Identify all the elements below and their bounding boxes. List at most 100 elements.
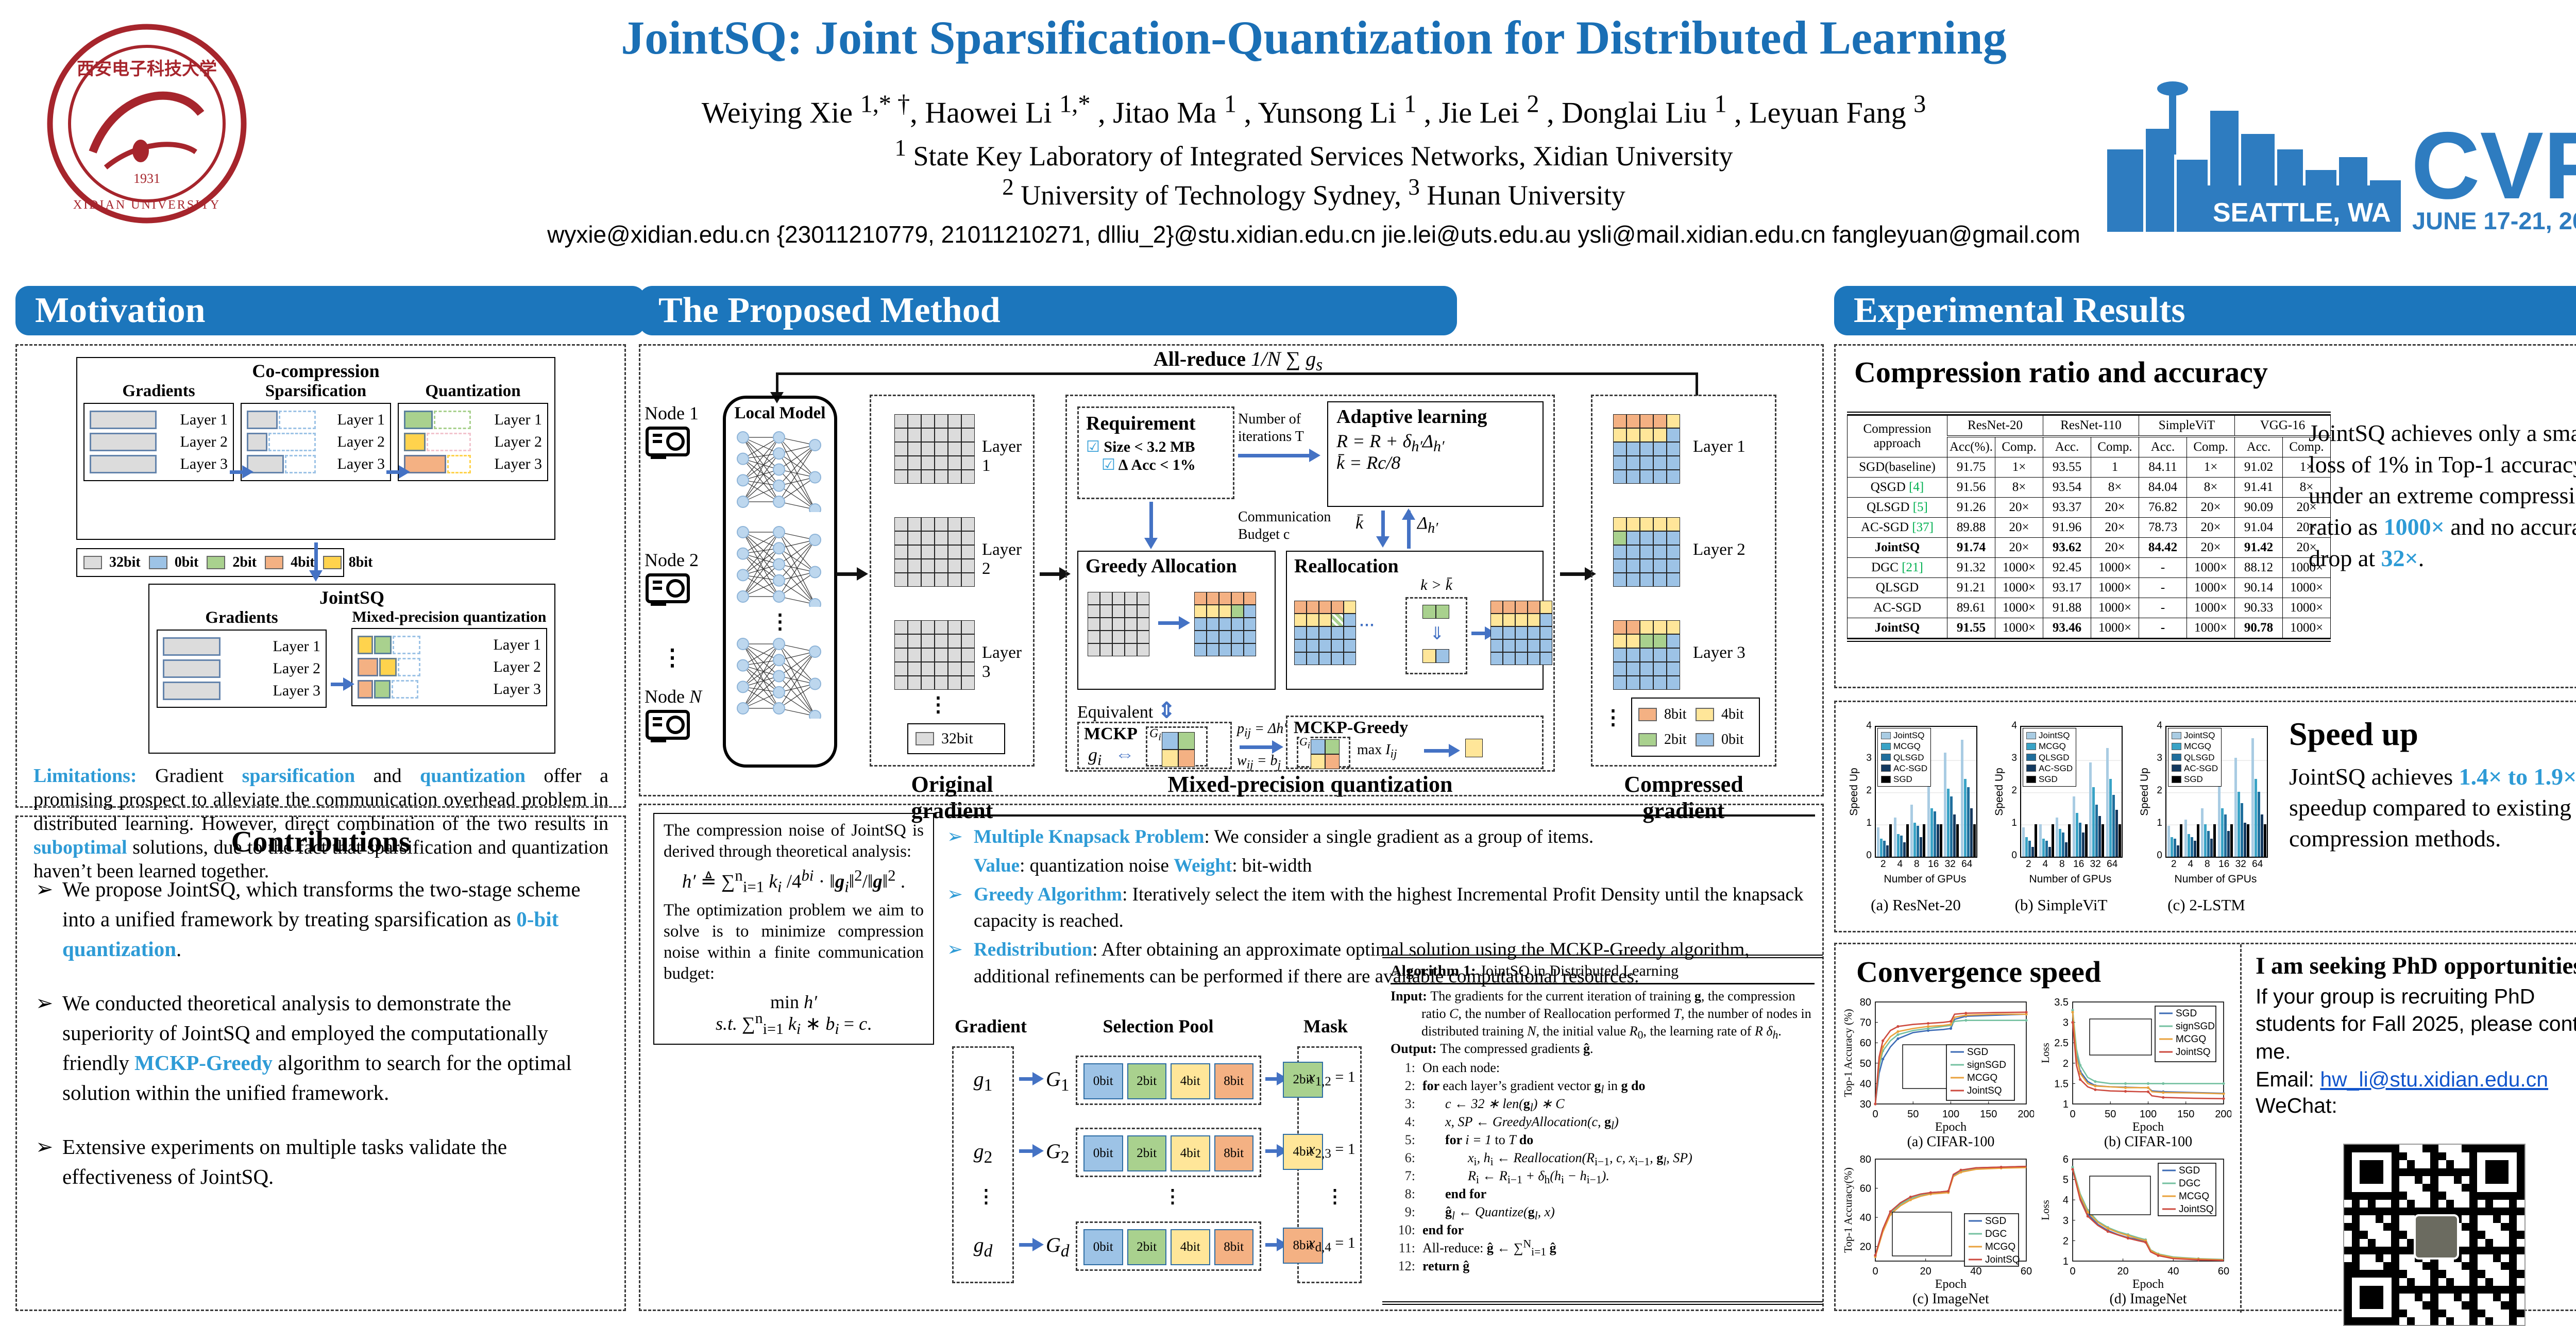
- svg-text:SGD: SGD: [2179, 1165, 2200, 1176]
- gradient-grid: [1422, 649, 1449, 663]
- svg-text:DGC: DGC: [2179, 1178, 2200, 1189]
- maxI-label: max Iij: [1357, 742, 1397, 761]
- gradient-grid: [1294, 601, 1356, 665]
- requirement-box: Requirement ☑ Size < 3.2 MB ☑ Δ Acc < 1%: [1077, 406, 1234, 499]
- delta-label: Δh′: [1417, 514, 1438, 536]
- gradient-column-box: [952, 1046, 1014, 1283]
- svg-text:2.5: 2.5: [2054, 1038, 2069, 1049]
- layer-label: Layer 2: [1693, 540, 1745, 559]
- svg-text:80: 80: [1860, 997, 1871, 1008]
- results-accuracy-box: Compression ratio and accuracy Compressi…: [1834, 344, 2576, 688]
- emails: wyxie@xidian.edu.cn {23011210779, 210112…: [547, 221, 2080, 248]
- selection-pool-row: 0bit 2bit 4bit 8bit: [1076, 1221, 1261, 1271]
- contributions-box: Contributions ➢ We propose JointSQ, which…: [15, 815, 626, 1311]
- svg-text:4: 4: [2063, 1195, 2069, 1206]
- section-header-motivation: Motivation: [15, 286, 646, 335]
- convergence-title: Convergence speed: [1856, 955, 2102, 989]
- algorithm-input: Input: The gradients for the current ite…: [1391, 989, 1811, 1042]
- min-formula: min h′: [770, 991, 817, 1012]
- mixed-precision-label: Mixed-precision quantization: [1167, 772, 1453, 797]
- greedy-allocation-box: Greedy Allocation: [1077, 551, 1276, 690]
- svg-text:0: 0: [2070, 1266, 2075, 1277]
- contribution-bullet-2: ➢ We conducted theoretical analysis to de…: [36, 991, 572, 1105]
- phd-title: I am seeking PhD opportunities: [2256, 953, 2576, 979]
- arrow-sparsify: [230, 465, 253, 479]
- budget-label: Communication Budget c: [1238, 509, 1331, 542]
- svg-text:60: 60: [1860, 1038, 1871, 1049]
- compressed-dots: ⋮: [1603, 706, 1623, 729]
- jointsq-col-gradients: Gradients Layer 1 Layer 2 Layer 3: [157, 608, 327, 708]
- cocompression-col-gradients: Gradients Layer 1 Layer 2 Layer 3: [83, 382, 234, 481]
- accuracy-note: JointSQ achieves only a small loss of 1%…: [2309, 420, 2576, 571]
- results-convergence-box: Convergence speed 0 50 100 150 200 30 40 50 60 70…: [1834, 943, 2576, 1326]
- table-row: AC-SGD [37] 89.88 20× 91.96 20× 78.73 20× 91.04…: [1847, 517, 2331, 538]
- mixed-precision-box: Requirement ☑ Size < 3.2 MB ☑ Δ Acc < 1%…: [1065, 395, 1555, 772]
- gradient-grid: [1162, 732, 1195, 767]
- iterations-label: Number of iterations T: [1238, 411, 1304, 445]
- compressed-gradient-box: Layer 1 Layer 2 Layer 3 ⋮ 8bit 4bit 2bit 0b…: [1591, 395, 1776, 767]
- svg-text:XIDIAN UNIVERSITY: XIDIAN UNIVERSITY: [73, 198, 221, 212]
- section-header-method: The Proposed Method: [639, 286, 1457, 335]
- local-model-dots: ⋮: [770, 610, 790, 633]
- svg-text:Epoch: Epoch: [1935, 1278, 1967, 1291]
- wij-label: wij = bj: [1237, 753, 1281, 772]
- divider: [2240, 944, 2242, 1313]
- phd-email-line: Email: hw_li@stu.xidian.edu.cn: [2256, 1067, 2549, 1091]
- selection-pool-diagram: Gradient Selection Pool Mask g1 G1 0bit 2bi…: [947, 1015, 1364, 1304]
- arrow-delta-up: [1407, 511, 1411, 549]
- svg-text:50: 50: [1907, 1109, 1919, 1120]
- allreduce-label: All-reduce 1/N ∑ gs: [1094, 347, 1382, 373]
- svg-text:Epoch: Epoch: [2132, 1278, 2164, 1291]
- mckp-box: MCKP gi ⇔ Gi: [1077, 722, 1232, 769]
- line-chart-cifar100-acc: 0 50 100 150 200 30 40 50 60 70 80 SGD signSGD MCGQ Jo…: [1842, 996, 2035, 1153]
- jointsq-col-mixed: Mixed-precision quantization Layer 1 Laye…: [351, 608, 547, 708]
- kgk-label: k > k̄: [1420, 576, 1452, 593]
- phd-line: If your group is recruiting PhD students…: [2256, 984, 2576, 1063]
- contribution-bullet-3: ➢ Extensive experiments on multiple tasks…: [36, 1134, 507, 1188]
- svg-text:3: 3: [2063, 1017, 2069, 1029]
- local-model-title: Local Model: [734, 404, 826, 422]
- svg-text:SGD: SGD: [2176, 1008, 2197, 1019]
- svg-text:20: 20: [1860, 1242, 1871, 1253]
- arrow-model-to-grad: [836, 567, 868, 581]
- svg-text:西安电子科技大学: 西安电子科技大学: [77, 59, 217, 79]
- results-table: Compression approach ResNet-20 ResNet-110 S…: [1847, 412, 2331, 642]
- svg-text:signSGD: signSGD: [1967, 1060, 2006, 1070]
- node-2: Node 2: [645, 549, 722, 610]
- arrow-grad-to-mixed: [1040, 567, 1071, 581]
- results-speedup-box: Speed Up 0 1 2 3 4 2 4 8 16 32 64 JointSQ MCGQ QLSGD AC…: [1834, 701, 2576, 932]
- svg-text:60: 60: [1860, 1183, 1871, 1195]
- svg-text:0: 0: [1872, 1266, 1878, 1277]
- bit-legend: 32bit 0bit 2bit 4bit 8bit: [76, 548, 372, 577]
- gradient-grid: [894, 414, 975, 484]
- gradient-grid: [1422, 605, 1449, 619]
- table-row: AC-SGD 89.61 1000× 91.88 1000× -1000× 90.33 100…: [1847, 598, 2331, 618]
- gradient-grid: [1194, 592, 1256, 656]
- algorithm-title: Algorithm 1: JointSQ in Distributed Lear…: [1391, 962, 1815, 984]
- speedup-title: Speed up: [2289, 716, 2418, 752]
- svg-text:JointSQ: JointSQ: [1985, 1254, 2020, 1265]
- mckp-bullets: ➢ Multiple Knapsack Problem: We consider …: [947, 814, 1815, 990]
- svg-text:70: 70: [1860, 1017, 1871, 1029]
- svg-text:Loss: Loss: [2041, 1200, 2052, 1220]
- reallocation-box: Reallocation k > k̄ ⋯ ⇓: [1286, 551, 1552, 690]
- algorithm-box: Algorithm 1: JointSQ in Distributed Lear…: [1382, 955, 1823, 1305]
- table-row: QSGD [4] 91.56 8× 93.54 8× 84.04 8× 91.41 8×: [1847, 477, 2331, 498]
- table-row: QLSGD [5] 91.26 20× 93.37 20× 76.82 20× 90.09 20…: [1847, 497, 2331, 518]
- mckp-greedy-box: MCKP-Greedy Gi max Iij: [1286, 716, 1544, 769]
- svg-text:40: 40: [1970, 1266, 1981, 1277]
- cocompression-title: Co-compression: [252, 361, 380, 381]
- noise-p1: The compression noise of JointSQ is deri…: [664, 821, 924, 861]
- bar-chart-resnet20: Speed Up 0 1 2 3 4 2 4 8 16 32 64 JointSQ MCGQ QLSGD AC…: [1845, 708, 1987, 925]
- gpu-icon: [646, 427, 690, 459]
- svg-text:3.5: 3.5: [2054, 997, 2069, 1008]
- gradient-grid: [1613, 414, 1680, 484]
- node-1: Node 1: [645, 402, 722, 464]
- svg-text:Loss: Loss: [2041, 1043, 2052, 1063]
- svg-text:0: 0: [1872, 1109, 1878, 1120]
- speedup-note: JointSQ achieves 1.4× to 1.9× speedup co…: [2289, 763, 2576, 852]
- layer-label: Layer 1: [982, 437, 1022, 475]
- email-link[interactable]: hw_li@stu.xidian.edu.cn: [2320, 1067, 2549, 1091]
